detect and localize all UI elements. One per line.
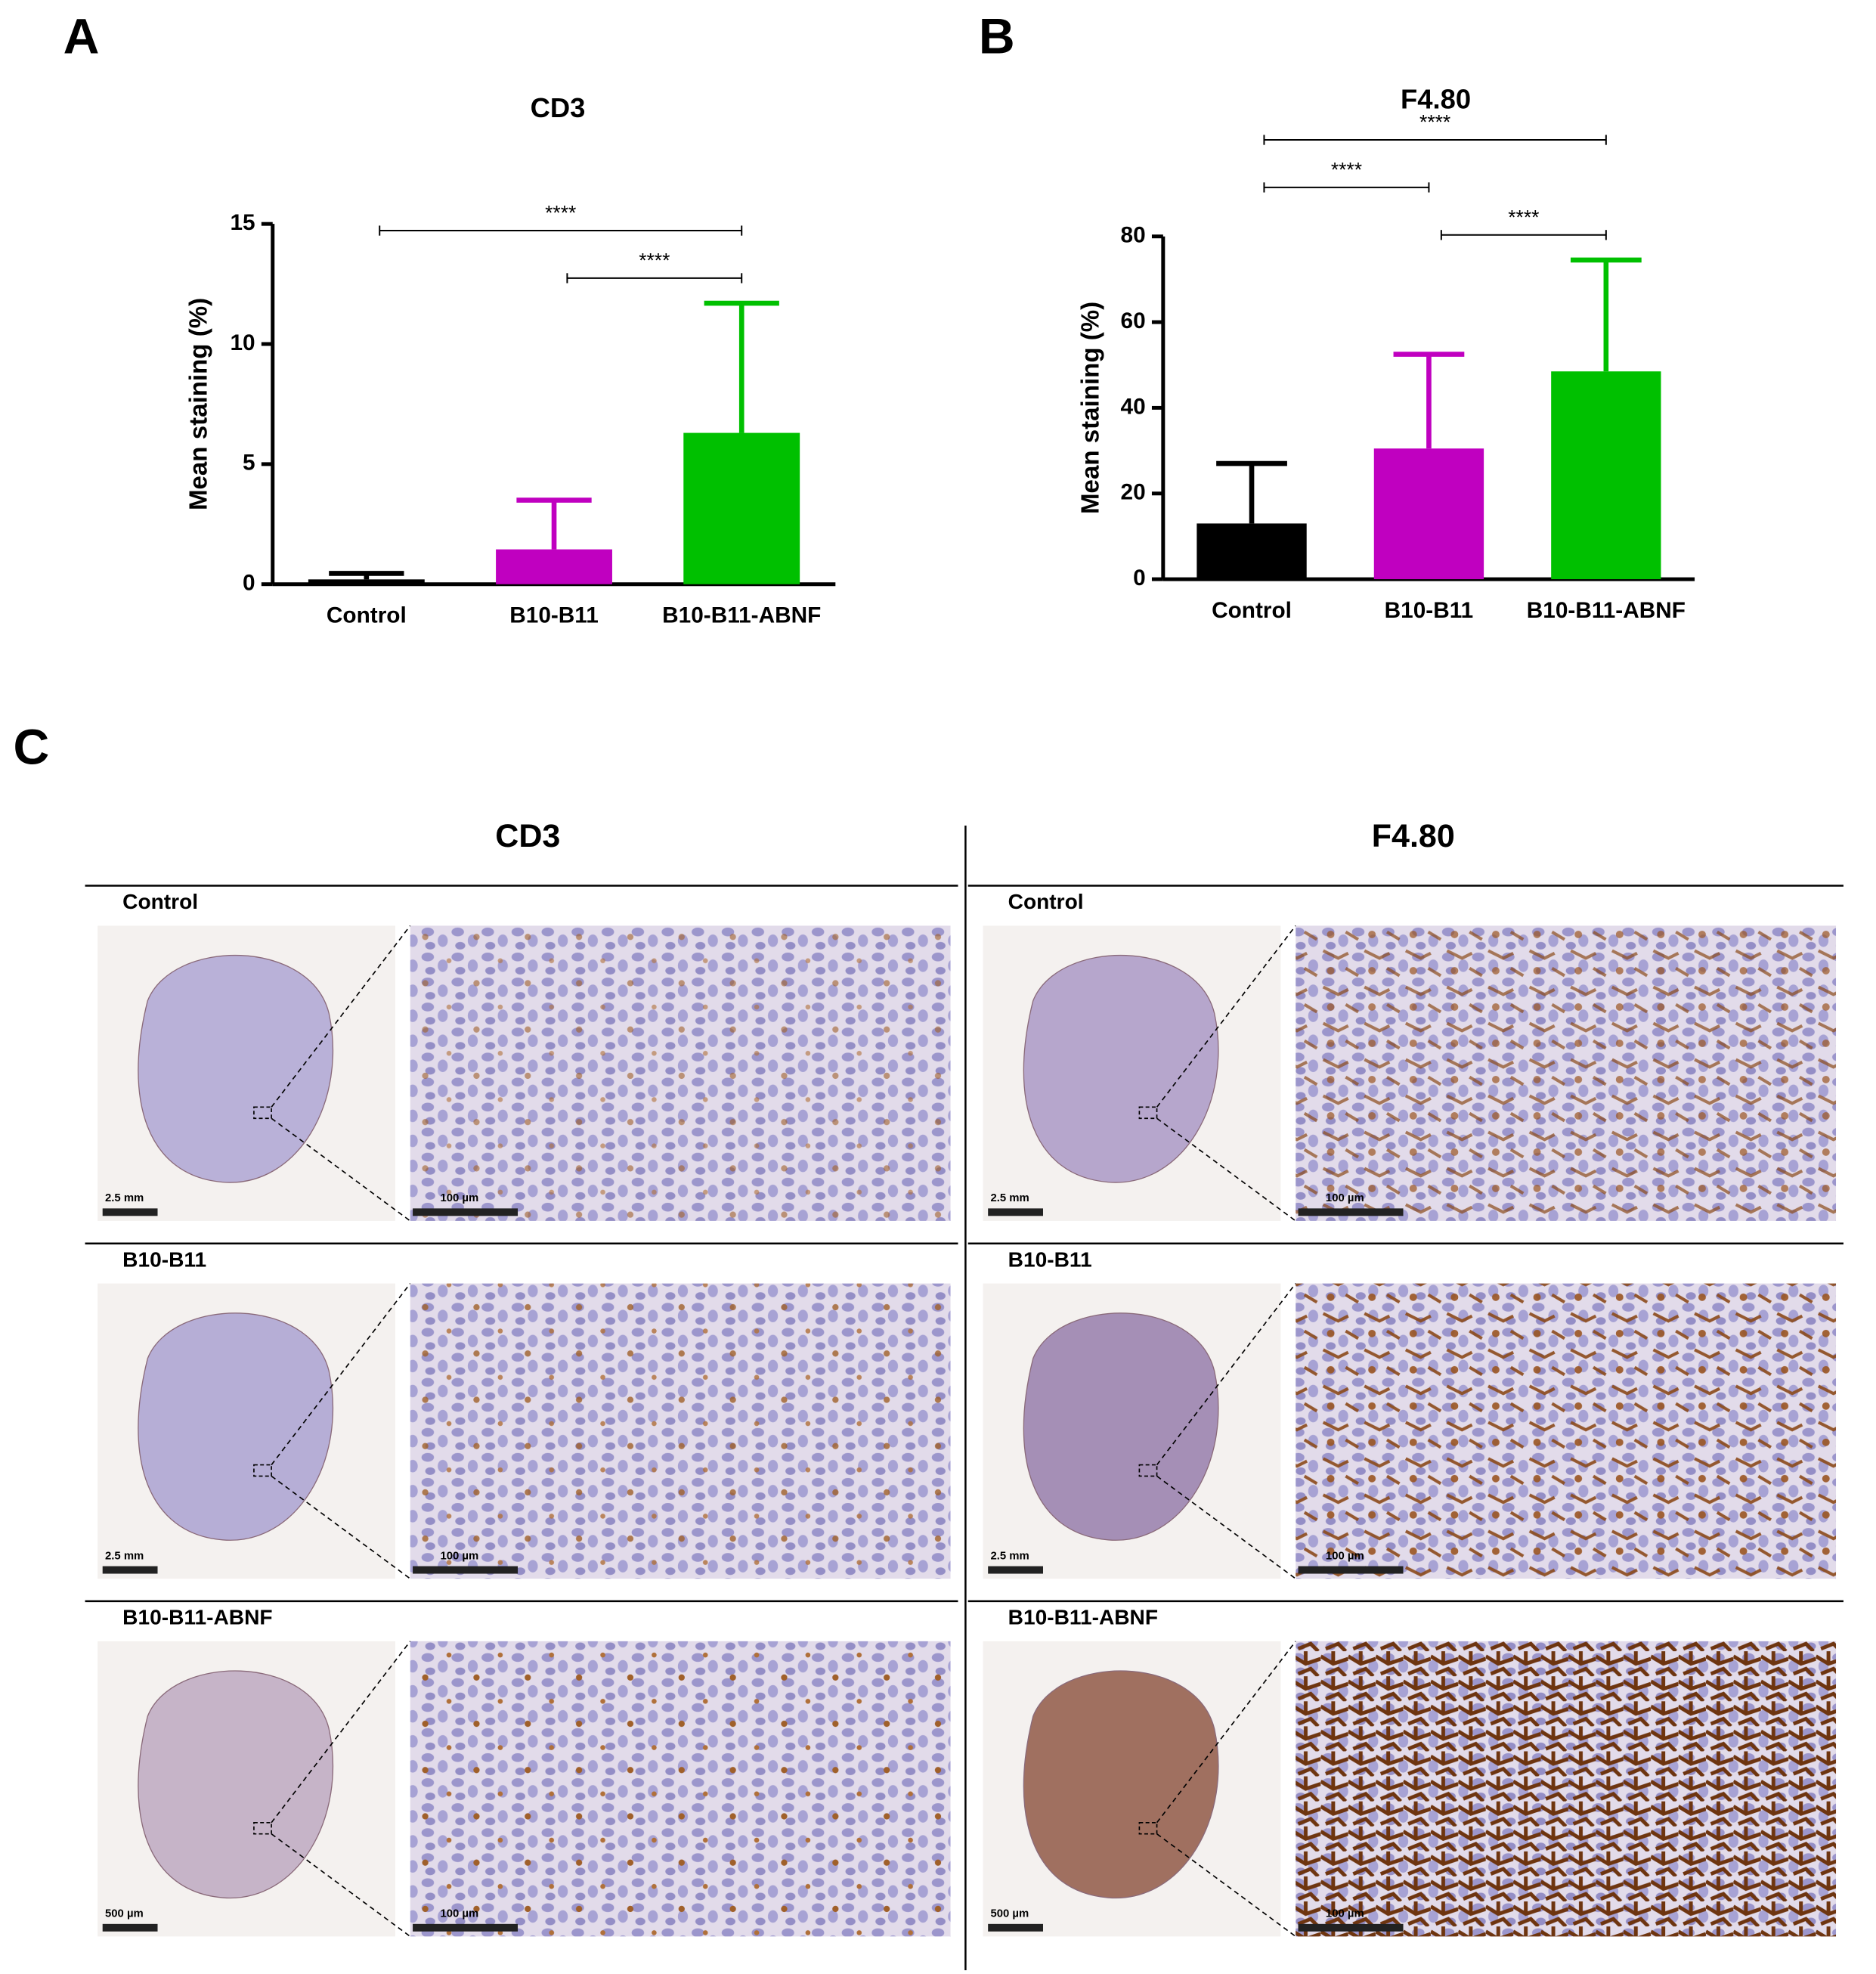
row-label: B10-B11: [122, 1247, 206, 1271]
detail-stain: [1296, 925, 1837, 1221]
y-tick-label: 0: [1133, 566, 1146, 590]
bar: [1196, 523, 1307, 580]
row-label: B10-B11-ABNF: [1008, 1606, 1158, 1629]
zoom-line: [271, 1475, 411, 1579]
panel-label: A: [63, 8, 100, 64]
scale-label: 100 µm: [1326, 1908, 1364, 1920]
zoom-line: [271, 1833, 411, 1938]
zoom-line: [1156, 1833, 1296, 1938]
x-tick-label: B10-B11: [1385, 598, 1473, 623]
zoom-box: [253, 1106, 272, 1120]
scale-bar: [988, 1208, 1043, 1216]
scale-label: 100 µm: [440, 1192, 478, 1204]
column-header: F4.80: [1372, 818, 1455, 854]
y-tick-label: 60: [1121, 308, 1146, 333]
zoom-line: [271, 1117, 411, 1222]
scale-label: 100 µm: [440, 1550, 478, 1562]
row-label: Control: [122, 890, 198, 913]
bar: [683, 432, 800, 584]
detail-stain: [1296, 1641, 1837, 1937]
scale-bar: [1298, 1923, 1404, 1932]
x-tick-label: B10-B11-ABNF: [662, 603, 821, 628]
column-header: CD3: [495, 818, 560, 854]
tissue-section: [138, 955, 334, 1183]
y-axis-label: Mean staining (%): [1076, 302, 1104, 514]
scale-label: 500 µm: [990, 1908, 1029, 1920]
scale-bar: [413, 1208, 519, 1216]
charts: A CD3 Mean staining (%) 0 5 10 15 Control B10-B1…: [63, 8, 1695, 628]
scale-label: 2.5 mm: [990, 1192, 1029, 1204]
zoom-line: [271, 1283, 411, 1466]
x-tick-label: B10-B11-ABNF: [1527, 598, 1686, 623]
tissue-section: [1023, 1670, 1219, 1899]
row-label: B10-B11-ABNF: [122, 1606, 272, 1629]
scale-bar: [1298, 1208, 1404, 1216]
y-tick-label: 40: [1121, 394, 1146, 419]
scale-bar: [413, 1923, 519, 1932]
x-tick-label: Control: [1212, 598, 1292, 623]
scale-label: 2.5 mm: [105, 1192, 144, 1204]
y-tick-label: 0: [243, 571, 255, 596]
tissue-section: [138, 1670, 334, 1899]
y-tick-label: 80: [1121, 223, 1146, 248]
y-tick-label: 15: [230, 210, 255, 235]
scale-bar: [102, 1923, 158, 1932]
row-label: Control: [1008, 890, 1084, 913]
zoom-box: [253, 1821, 272, 1835]
detail-stain: [1296, 1283, 1837, 1579]
bar: [1551, 371, 1661, 580]
bar: [308, 579, 425, 584]
zoom-box: [1138, 1464, 1158, 1477]
zoom-box: [1138, 1821, 1158, 1835]
scale-bar: [102, 1566, 158, 1574]
zoom-box: [1138, 1106, 1158, 1120]
tissue-section: [138, 1312, 334, 1541]
zoom-line: [1156, 1117, 1296, 1222]
tissue-section: [1023, 1312, 1219, 1541]
zoom-line: [1156, 1641, 1296, 1824]
y-tick-label: 20: [1121, 480, 1146, 505]
scale-label: 100 µm: [440, 1908, 478, 1920]
detail-stain: [410, 1283, 951, 1579]
micrograph-panel: C CD3 Control 2.5 mm 100 µm B10-B11 2.5 mm 100 …: [13, 719, 1843, 1971]
scale-bar: [413, 1566, 519, 1574]
zoom-line: [1156, 1283, 1296, 1466]
y-axis-label: Mean staining (%): [185, 298, 213, 510]
bar: [496, 549, 612, 584]
x-tick-label: Control: [327, 603, 407, 628]
scale-bar: [102, 1208, 158, 1216]
significance-label: ****: [1331, 158, 1362, 181]
bar: [1373, 448, 1484, 580]
y-tick-label: 5: [243, 451, 255, 476]
scale-label: 500 µm: [105, 1908, 144, 1920]
row-label: B10-B11: [1008, 1247, 1092, 1271]
detail-stain: [410, 925, 951, 1221]
scale-label: 100 µm: [1326, 1192, 1364, 1204]
zoom-line: [271, 1641, 411, 1824]
zoom-box: [253, 1464, 272, 1477]
scale-bar: [988, 1923, 1043, 1932]
scale-bar: [1298, 1566, 1404, 1574]
zoom-line: [1156, 1475, 1296, 1579]
chart-title: F4.80: [1401, 84, 1471, 115]
zoom-line: [1156, 925, 1296, 1108]
x-tick-label: B10-B11: [509, 603, 598, 628]
chart-title: CD3: [531, 92, 586, 123]
tissue-section: [1023, 955, 1219, 1183]
scale-bar: [988, 1566, 1043, 1574]
panel-label: C: [13, 719, 49, 775]
panel-label: B: [979, 8, 1015, 64]
significance-label: ****: [545, 202, 576, 225]
detail-stain: [410, 1641, 951, 1937]
y-tick-label: 10: [230, 330, 255, 355]
scale-label: 100 µm: [1326, 1550, 1364, 1562]
zoom-line: [271, 925, 411, 1108]
significance-label: ****: [1508, 206, 1539, 228]
scale-label: 2.5 mm: [105, 1550, 144, 1562]
significance-label: ****: [639, 249, 670, 271]
scale-label: 2.5 mm: [990, 1550, 1029, 1562]
significance-label: ****: [1419, 111, 1450, 134]
